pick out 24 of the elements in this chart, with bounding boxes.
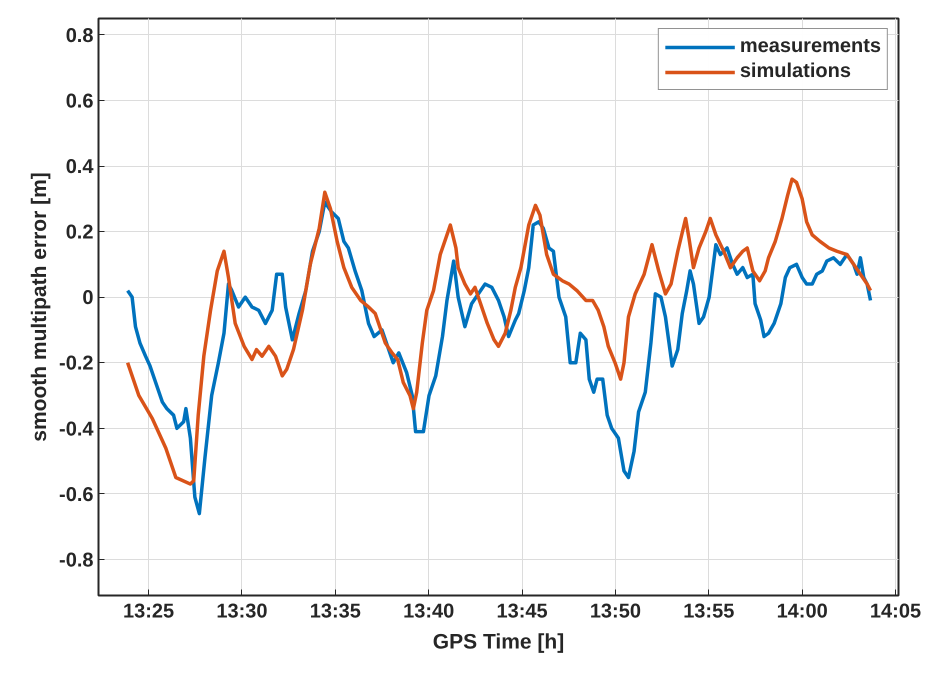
x-tick-label: 14:05 (870, 600, 922, 622)
x-tick-label: 13:30 (216, 600, 268, 622)
legend-label: measurements (740, 35, 881, 58)
y-tick-label: -0.6 (59, 484, 94, 506)
x-tick-label: 13:40 (403, 600, 454, 622)
y-tick-label: -0.8 (59, 549, 94, 572)
line-series (126, 177, 872, 486)
x-tick-label: 13:45 (496, 600, 548, 622)
y-tick-label: 0.8 (66, 24, 94, 47)
line-series (126, 200, 872, 516)
y-tick-label: -0.2 (59, 352, 94, 375)
x-tick-label: 14:00 (776, 600, 828, 622)
y-tick-label: 0.6 (66, 90, 94, 112)
y-tick-label: -0.4 (59, 418, 94, 440)
x-tick-label: 13:25 (122, 600, 174, 622)
legend-label: simulations (740, 60, 851, 83)
y-tick-label: 0.4 (66, 156, 94, 178)
x-tick-label: 13:55 (683, 600, 734, 622)
y-tick-label: 0 (82, 287, 94, 310)
x-axis-title: GPS Time [h] (432, 630, 564, 654)
y-tick-label: 0.2 (66, 222, 94, 244)
x-tick-label: 13:35 (310, 600, 361, 622)
y-axis-title: smooth multipath error [m] (28, 172, 52, 442)
x-tick-label: 13:50 (590, 600, 641, 622)
